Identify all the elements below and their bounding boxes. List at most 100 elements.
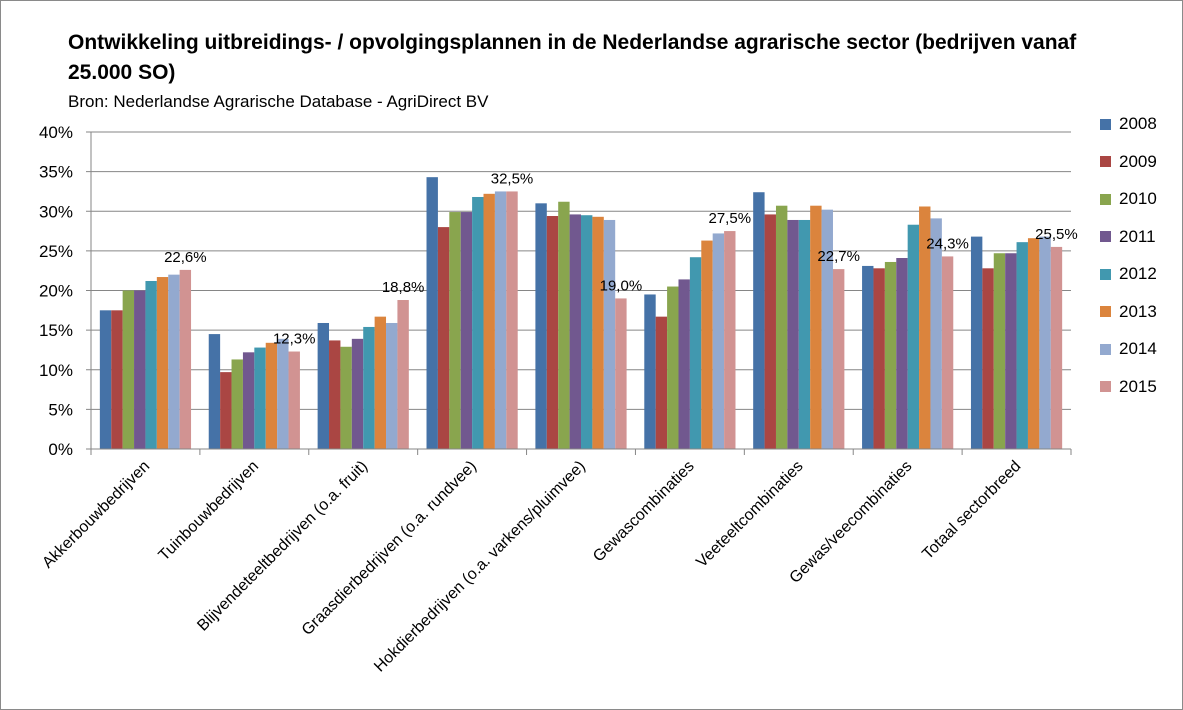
bar-2009	[111, 310, 123, 449]
bar-2015	[397, 300, 409, 449]
legend-item: 2013	[1100, 300, 1157, 324]
y-axis: 0% 5% 10% 15% 20% 25% 30% 35% 40%	[39, 123, 92, 459]
bar-2010	[775, 205, 788, 449]
bar-2014	[494, 191, 507, 449]
x-tick-label: Veeteeltcombinaties	[693, 458, 806, 571]
bar-2014	[386, 322, 398, 449]
bar-2008	[753, 192, 765, 450]
legend-item: 2008	[1100, 112, 1157, 136]
bar-2015	[506, 191, 518, 449]
bar-2013	[483, 193, 495, 449]
data-label: 18,8%	[382, 279, 425, 296]
legend-item: 2009	[1100, 150, 1157, 174]
bar-2011	[787, 219, 799, 449]
bar-2015	[179, 269, 192, 449]
legend-item: 2015	[1100, 375, 1157, 399]
legend-item: 2011	[1100, 225, 1156, 249]
legend-swatch	[1100, 193, 1111, 205]
bar-2008	[970, 236, 983, 449]
bar-2010	[884, 261, 897, 449]
legend-label: 2014	[1119, 339, 1157, 358]
x-tick-label: Hokdierbedrijven (o.a. varkens/pluimvee)	[371, 458, 589, 676]
x-tick-label: Tuinbouwbedrijven	[156, 458, 263, 565]
legend-label: 2015	[1119, 376, 1157, 396]
bar-2008	[862, 265, 874, 449]
bar-2008	[99, 310, 112, 449]
legend-swatch	[1100, 268, 1111, 280]
bar-2009	[873, 268, 885, 449]
x-tick-label: Akkerbouwbedrijven	[39, 458, 153, 572]
data-label: 19,0%	[600, 277, 643, 294]
legend-label: 2013	[1119, 301, 1157, 321]
bar-2011	[1005, 253, 1017, 449]
data-label: 27,5%	[709, 210, 752, 227]
bar-2011	[569, 214, 581, 449]
bar-2011	[460, 212, 473, 449]
bar-2008	[426, 177, 438, 450]
y-tick-label: 30%	[39, 202, 73, 221]
bar-2009	[655, 316, 668, 449]
legend-swatch	[1100, 343, 1111, 355]
bar-2015	[615, 298, 627, 449]
legend-item: 2012	[1100, 262, 1157, 286]
bar-2012	[798, 219, 811, 449]
legend-item: 2010	[1100, 187, 1157, 211]
bar-2013	[592, 216, 604, 449]
legend-swatch	[1100, 306, 1111, 317]
x-tick-label: Graasdierbedrijven (o.a. rundvee)	[299, 458, 480, 639]
bar-2011	[134, 290, 146, 449]
bar-2008	[535, 203, 547, 449]
data-label: 22,6%	[164, 249, 207, 266]
data-label: 25,5%	[1035, 226, 1078, 243]
bar-2013	[701, 240, 713, 449]
bar-2008	[317, 322, 330, 449]
bar-2015	[1050, 246, 1063, 449]
bar-2012	[145, 280, 157, 449]
bar-2013	[810, 205, 822, 449]
bars	[99, 177, 1063, 450]
bar-2013	[1027, 238, 1040, 449]
y-tick-label: 10%	[39, 361, 73, 380]
y-tick-label: 40%	[39, 123, 73, 142]
bar-2009	[982, 268, 994, 449]
x-tick-label: Blijvendeteeltbedrijven (o.a. fruit)	[194, 458, 371, 635]
data-label: 24,3%	[926, 235, 969, 252]
data-label: 12,3%	[273, 331, 316, 348]
bar-2014	[603, 219, 616, 449]
bar-2012	[254, 347, 266, 449]
x-tick-label: Gewascombinaties	[590, 458, 698, 566]
bar-2015	[941, 256, 954, 449]
bar-2008	[208, 334, 221, 449]
bar-2013	[374, 316, 387, 449]
bar-2010	[231, 359, 243, 449]
legend-label: 2011	[1119, 226, 1156, 246]
bar-2013	[265, 342, 278, 449]
bar-2014	[277, 338, 289, 449]
bar-2010	[558, 201, 570, 449]
bar-2014	[930, 218, 942, 449]
y-tick-label: 20%	[39, 282, 73, 301]
chart-subtitle: Bron: Nederlandse Agrarische Database - …	[68, 92, 489, 111]
x-tick-label: Gewas/veecombinaties	[787, 458, 916, 587]
bar-2010	[993, 253, 1006, 449]
legend-swatch	[1100, 231, 1111, 242]
bar-2010	[667, 286, 679, 449]
bar-2015	[288, 351, 300, 449]
bar-2014	[712, 233, 725, 449]
y-tick-label: 35%	[39, 163, 73, 182]
data-label: 32,5%	[491, 170, 534, 187]
legend-label: 2010	[1119, 189, 1157, 208]
y-tick-label: 0%	[48, 440, 73, 459]
bar-2014	[168, 274, 180, 449]
legend-item: 2014	[1100, 337, 1157, 361]
bar-2012	[907, 224, 920, 449]
bar-2012	[472, 196, 484, 449]
legend-swatch	[1100, 381, 1111, 392]
data-labels: 22,6% 12,3% 18,8% 32,5% 19,0% 27,5% 22,7% 24,3%…	[164, 170, 1078, 347]
legend-label: 2012	[1119, 264, 1157, 283]
data-label: 22,7%	[817, 248, 860, 265]
legend-label: 2009	[1119, 151, 1157, 171]
legend-label: 2008	[1119, 114, 1157, 133]
bar-2009	[764, 214, 776, 449]
